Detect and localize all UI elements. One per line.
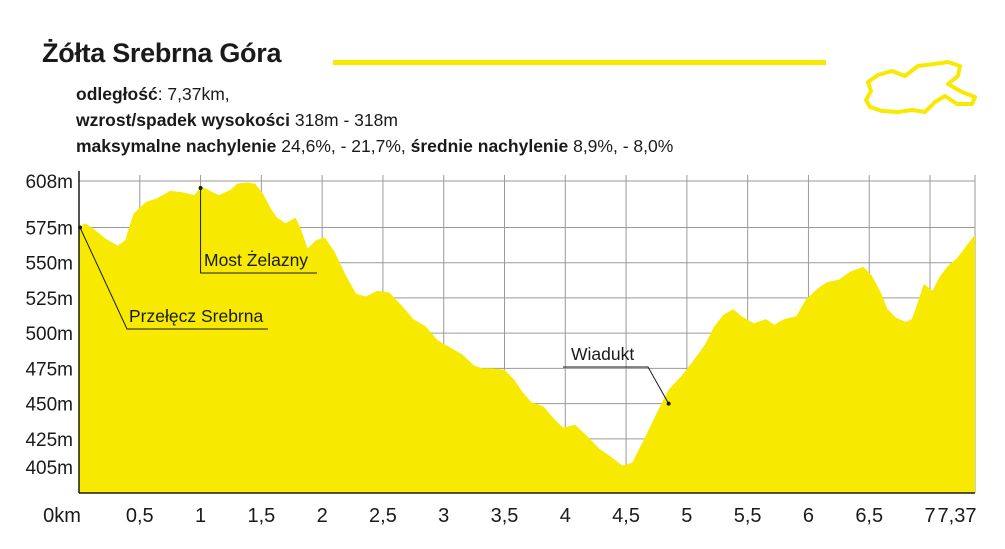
- elevation-value: 318m - 318m: [289, 110, 398, 130]
- axes: [78, 171, 975, 494]
- y-tick-label: 450m: [25, 395, 73, 416]
- y-tick-label: 425m: [25, 430, 73, 451]
- x-tick-label: 4,5: [612, 505, 640, 527]
- annotation-label: Wiadukt: [571, 344, 634, 364]
- y-tick-label: 608m: [25, 172, 73, 193]
- annotation-label: Most Żelazny: [204, 250, 308, 270]
- avg-slope-label: średnie nachylenie: [410, 136, 569, 156]
- title-color-bar: [333, 60, 826, 65]
- x-tick-labels: 0km 0,5 1 1,5 2 2,5 3 3,5 4 4,5 5 5,5 6 6,5 7 7,37: [43, 505, 976, 527]
- y-tick-labels: 608m 575m 550m 525m 500m 475m 450m 425m 405m: [25, 172, 73, 479]
- x-tick-label: 6,5: [855, 505, 883, 527]
- annotation-leader: [563, 366, 670, 404]
- y-tick-label: 475m: [25, 359, 73, 380]
- x-tick-label: 4: [560, 505, 571, 527]
- distance-value: : 7,37km,: [157, 84, 230, 104]
- annotations: Przełęcz Srebrna Most Żelazny Wiadukt: [78, 186, 671, 406]
- x-tick-label: 1: [195, 505, 206, 527]
- x-tick-label: 5: [681, 505, 692, 527]
- y-tick-label: 405m: [25, 458, 73, 479]
- x-tick-label: 2: [317, 505, 328, 527]
- distance-label: odległość: [76, 84, 158, 104]
- x-tick-label: 0,5: [126, 505, 154, 527]
- elevation-line: wzrost/spadek wysokości 318m - 318m: [76, 110, 398, 131]
- slope-line: maksymalne nachylenie 24,6%, - 21,7%, śr…: [76, 136, 673, 157]
- y-tick-label: 500m: [25, 324, 73, 345]
- x-tick-label: 0km: [43, 505, 81, 527]
- max-slope-value: 24,6%, - 21,7%,: [276, 136, 411, 156]
- route-title: Żółta Srebrna Góra: [42, 38, 282, 68]
- x-tick-label: 7,37: [938, 505, 977, 527]
- annotation-leader: [79, 227, 268, 330]
- x-tick-label: 7: [924, 505, 935, 527]
- distance-line: odległość: 7,37km,: [76, 84, 230, 105]
- x-tick-label: 3: [438, 505, 449, 527]
- x-tick-label: 2,5: [369, 505, 397, 527]
- elevation-area: [79, 182, 975, 493]
- x-tick-label: 6: [803, 505, 814, 527]
- x-tick-label: 5,5: [734, 505, 762, 527]
- annotation-leader: [200, 188, 317, 274]
- y-tick-label: 525m: [25, 289, 73, 310]
- x-tick-label: 1,5: [247, 505, 275, 527]
- y-tick-label: 550m: [25, 254, 73, 275]
- annotation-label: Przełęcz Srebrna: [129, 306, 263, 326]
- avg-slope-value: 8,9%, - 8,0%: [568, 136, 674, 156]
- max-slope-label: maksymalne nachylenie: [76, 136, 277, 156]
- route-map-outline: [864, 60, 977, 114]
- x-tick-label: 3,5: [491, 505, 519, 527]
- y-tick-label: 575m: [25, 218, 73, 239]
- elevation-label: wzrost/spadek wysokości: [76, 110, 290, 130]
